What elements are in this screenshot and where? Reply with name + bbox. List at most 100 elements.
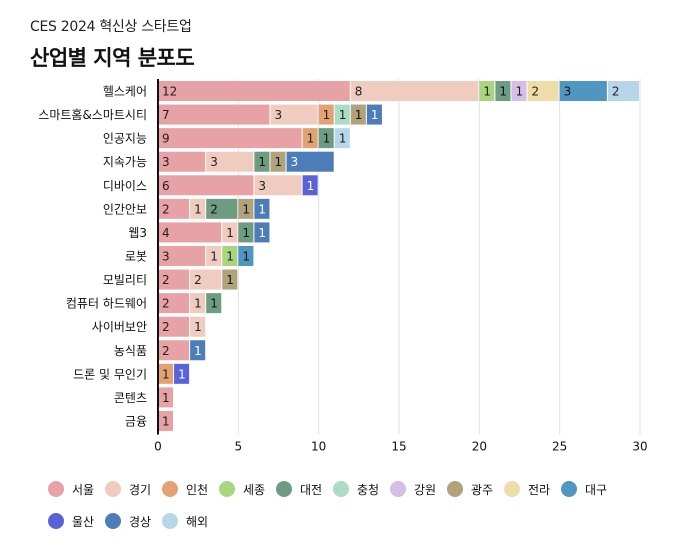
bar-segment-강원 [511, 81, 527, 101]
bar-value-label: 1 [194, 202, 202, 216]
bar-segment-서울 [158, 245, 206, 266]
bar-segment-해외 [607, 81, 639, 101]
legend-label: 광주 [471, 482, 494, 497]
bar-value-label: 3 [291, 155, 299, 169]
category-label: 모빌리티 [103, 273, 147, 287]
bar-segment-서울 [158, 175, 254, 196]
x-tick-label: 25 [552, 440, 567, 454]
bar-segment-해외 [334, 128, 350, 149]
bar-segment-경상 [366, 104, 382, 125]
bar-segment-서울 [158, 151, 206, 172]
legend-swatch [561, 481, 577, 497]
bar-segment-서울 [158, 269, 190, 290]
category-label: 디바이스 [103, 179, 147, 193]
bar-segment-충청 [334, 104, 350, 125]
legend-swatch [447, 481, 463, 497]
bar-value-label: 1 [258, 202, 266, 216]
category-label: 농식품 [114, 344, 147, 358]
bar-value-label: 1 [178, 367, 186, 381]
bar-value-label: 3 [210, 155, 218, 169]
legend-label: 세종 [243, 482, 266, 497]
bar-value-label: 2 [532, 85, 540, 99]
bar-segment-경상 [190, 340, 206, 361]
bar-value-label: 1 [226, 226, 234, 240]
bar-value-label: 1 [339, 108, 347, 122]
bar-value-label: 3 [162, 249, 170, 263]
bar-value-label: 1 [194, 297, 202, 311]
bar-value-label: 1 [515, 85, 523, 99]
x-tick-label: 15 [391, 440, 406, 454]
bar-segment-대전 [254, 151, 270, 172]
bar-value-label: 2 [162, 344, 170, 358]
legend-label: 인천 [186, 482, 209, 497]
bar-value-label: 3 [274, 108, 282, 122]
bar-segment-경기 [190, 316, 206, 337]
bar-value-label: 3 [258, 179, 266, 193]
legend-item: 경상 [105, 510, 162, 532]
bar-segment-경기 [222, 222, 238, 243]
legend-item: 강원 [390, 478, 447, 500]
legend-label: 해외 [186, 514, 209, 529]
bar-value-label: 1 [499, 85, 507, 99]
bar-value-label: 1 [210, 249, 218, 263]
legend-item: 경기 [105, 478, 162, 500]
bar-value-label: 1 [483, 85, 491, 99]
legend-item: 광주 [447, 478, 504, 500]
bar-segment-경기 [206, 245, 222, 266]
bar-value-label: 12 [162, 85, 177, 99]
bar-segment-경기 [190, 269, 222, 290]
legend-item: 충청 [333, 478, 390, 500]
bar-segment-광주 [350, 104, 366, 125]
legend-label: 대전 [300, 482, 323, 497]
bar-segment-광주 [238, 198, 254, 219]
bar-segment-대전 [238, 222, 254, 243]
bar-segment-경기 [190, 198, 206, 219]
x-tick-label: 30 [632, 440, 647, 454]
bar-segment-인천 [158, 363, 174, 384]
bar-segment-인천 [302, 128, 318, 149]
bar-value-label: 1 [210, 297, 218, 311]
x-tick-label: 10 [311, 440, 326, 454]
bar-segment-대전 [206, 293, 222, 314]
bar-segment-경기 [270, 104, 318, 125]
legend-item: 인천 [162, 478, 219, 500]
bar-value-label: 1 [226, 273, 234, 287]
bar-value-label: 1 [307, 132, 315, 146]
category-label: 인공지능 [103, 132, 147, 146]
bar-value-label: 1 [242, 226, 250, 240]
bar-value-label: 1 [194, 320, 202, 334]
category-label: 스마트홈&스마트시티 [38, 108, 147, 122]
legend-label: 충청 [357, 482, 380, 497]
legend-item: 해외 [162, 510, 219, 532]
bar-value-label: 2 [162, 273, 170, 287]
bar-segment-서울 [158, 340, 190, 361]
bar-segment-광주 [222, 269, 238, 290]
category-label: 헬스케어 [103, 85, 147, 99]
x-tick-label: 5 [235, 440, 243, 454]
bar-value-label: 1 [371, 108, 379, 122]
bar-segment-서울 [158, 387, 174, 408]
bar-value-label: 1 [242, 202, 250, 216]
bar-value-label: 1 [323, 132, 331, 146]
legend-swatch [162, 513, 178, 529]
bar-segment-경상 [254, 222, 270, 243]
legend-label: 대구 [585, 482, 608, 497]
legend-swatch [333, 481, 349, 497]
bar-segment-경기 [206, 151, 254, 172]
bar-segment-대구 [238, 245, 254, 266]
bar-segment-경기 [190, 293, 206, 314]
legend-swatch [48, 481, 64, 497]
bar-value-label: 9 [162, 132, 170, 146]
bar-segment-서울 [158, 316, 190, 337]
bar-segment-서울 [158, 198, 190, 219]
bar-value-label: 7 [162, 108, 170, 122]
legend-swatch [504, 481, 520, 497]
bar-value-label: 2 [162, 202, 170, 216]
legend-item: 울산 [48, 510, 105, 532]
bar-value-label: 1 [307, 179, 315, 193]
bar-value-label: 1 [162, 414, 170, 428]
bar-value-label: 2 [612, 85, 620, 99]
bar-value-label: 2 [162, 297, 170, 311]
legend-swatch [162, 481, 178, 497]
